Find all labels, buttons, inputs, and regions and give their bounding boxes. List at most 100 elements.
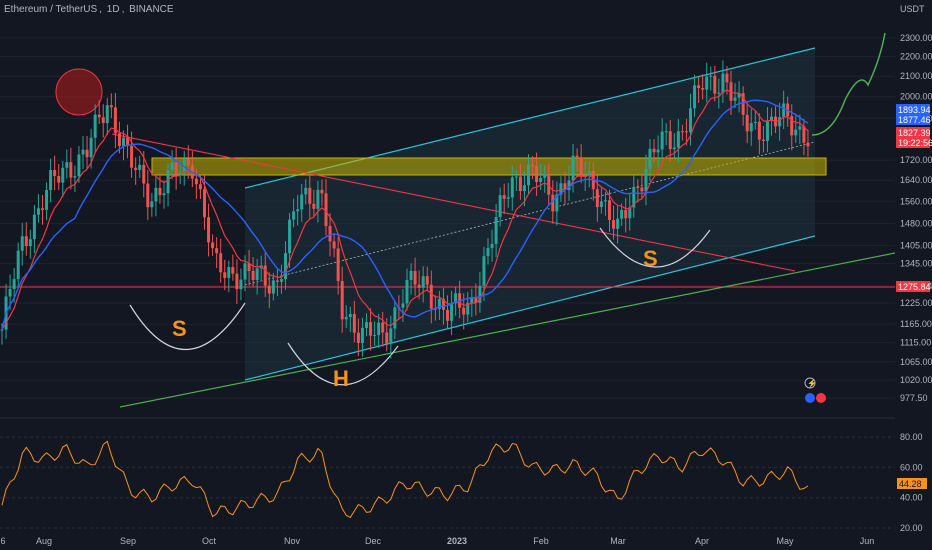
candle-body: [369, 322, 373, 336]
candle-body: [41, 208, 44, 210]
candle-body: [437, 298, 441, 309]
candle-body: [782, 103, 786, 118]
candle-body: [709, 75, 713, 77]
candle-body: [741, 93, 745, 115]
candle-body: [648, 148, 652, 169]
candle-body: [498, 195, 502, 218]
candle-body: [470, 296, 474, 303]
rsi-current-tag: 44.28: [897, 478, 927, 489]
candle-body: [486, 248, 490, 257]
candle-body: [316, 189, 320, 209]
price-tick-label: 1640.00: [900, 175, 932, 185]
candle-body: [721, 73, 725, 93]
candle-body: [126, 137, 130, 146]
candle-body: [134, 167, 138, 170]
candle-body: [223, 272, 227, 278]
candle-body: [166, 170, 170, 194]
candle-body: [624, 209, 628, 219]
flag-icon[interactable]: [805, 393, 815, 403]
candle-body: [12, 279, 16, 289]
chart-header: Ethereum / TetherUS, 1D, BINANCE: [4, 4, 174, 15]
candle-body: [482, 256, 486, 286]
candle-body: [142, 164, 146, 184]
candle-body: [300, 194, 304, 210]
time-tick-label: Dec: [365, 536, 382, 546]
candle-body: [664, 131, 668, 133]
candle-body: [587, 171, 591, 177]
candle-body: [182, 158, 186, 173]
price-axis[interactable]: [895, 0, 932, 550]
candle-body: [450, 303, 454, 321]
interval-label[interactable]: 1D: [106, 4, 120, 15]
rsi-tick-label: 60.00: [900, 462, 923, 472]
candle-body: [235, 273, 239, 290]
candle-body: [417, 284, 421, 288]
candle-body: [336, 248, 340, 282]
candle-body: [514, 176, 518, 178]
candle-body: [632, 186, 636, 208]
event-icons[interactable]: ⚡: [804, 377, 826, 403]
candle-body: [579, 157, 583, 177]
time-axis[interactable]: 6 Aug Sep Oct Nov Dec 2023 Feb Mar Apr May Jun: [0, 536, 874, 546]
price-tag-bg: [896, 104, 930, 115]
candle-body: [425, 276, 429, 285]
symbol-label[interactable]: Ethereum / TetherUS: [4, 4, 98, 15]
rsi-tick-label: 80.00: [900, 432, 923, 442]
downtrend-line: [111, 133, 796, 272]
flag-icon[interactable]: [816, 393, 826, 403]
candle-body: [725, 73, 729, 83]
price-tick-label: 2300.00: [900, 33, 932, 43]
candle-body: [97, 114, 101, 118]
candle-body: [466, 302, 470, 315]
candle-body: [761, 139, 765, 142]
candle-body: [365, 322, 368, 328]
candle-body: [77, 154, 81, 177]
candle-body: [292, 211, 296, 220]
price-tick-label: 1115.00: [900, 338, 931, 348]
candle-body: [255, 268, 259, 280]
candle-body: [672, 147, 676, 150]
rsi-tag-bg: [897, 478, 927, 489]
left-shoulder-arc: [129, 302, 246, 351]
candle-body: [312, 203, 316, 209]
candle-body: [713, 75, 717, 94]
candle-body: [510, 177, 514, 198]
time-tick-label: Aug: [36, 536, 52, 546]
candle-body: [16, 250, 20, 280]
right-shoulder-arc: [599, 227, 711, 268]
candle-body: [194, 178, 198, 185]
time-tick-label: Mar: [610, 536, 626, 546]
candle-body: [211, 242, 215, 249]
candle-body: [701, 87, 705, 90]
candle-body: [28, 239, 32, 247]
candle-body: [381, 322, 385, 333]
candle-body: [401, 303, 405, 308]
candle-body: [527, 164, 530, 186]
exchange-label: BINANCE: [129, 4, 174, 15]
candle-body: [522, 185, 526, 192]
price-tag-bg: [896, 137, 930, 148]
candle-body: [656, 149, 660, 153]
candle-body: [53, 170, 57, 177]
candle-body: [219, 253, 223, 273]
candle-body: [620, 209, 624, 219]
rsi-line: [1, 440, 809, 519]
lightning-icon[interactable]: [804, 377, 816, 389]
candle-body: [539, 177, 543, 183]
candle-body: [158, 187, 162, 196]
candle-body: [765, 120, 769, 142]
candle-body: [599, 201, 603, 208]
candle-body: [352, 314, 356, 333]
candle-body: [794, 129, 798, 136]
candle-body: [478, 285, 482, 303]
candle-body: [668, 131, 672, 150]
price-tag-label: 1877.46: [898, 115, 931, 125]
candle-body: [170, 162, 174, 171]
candle-body: [296, 209, 300, 212]
candle-body: [154, 187, 158, 202]
candle-body: [93, 114, 97, 138]
candle-body: [506, 197, 510, 199]
time-tick-label: Nov: [284, 536, 301, 546]
candle-body: [697, 85, 701, 88]
